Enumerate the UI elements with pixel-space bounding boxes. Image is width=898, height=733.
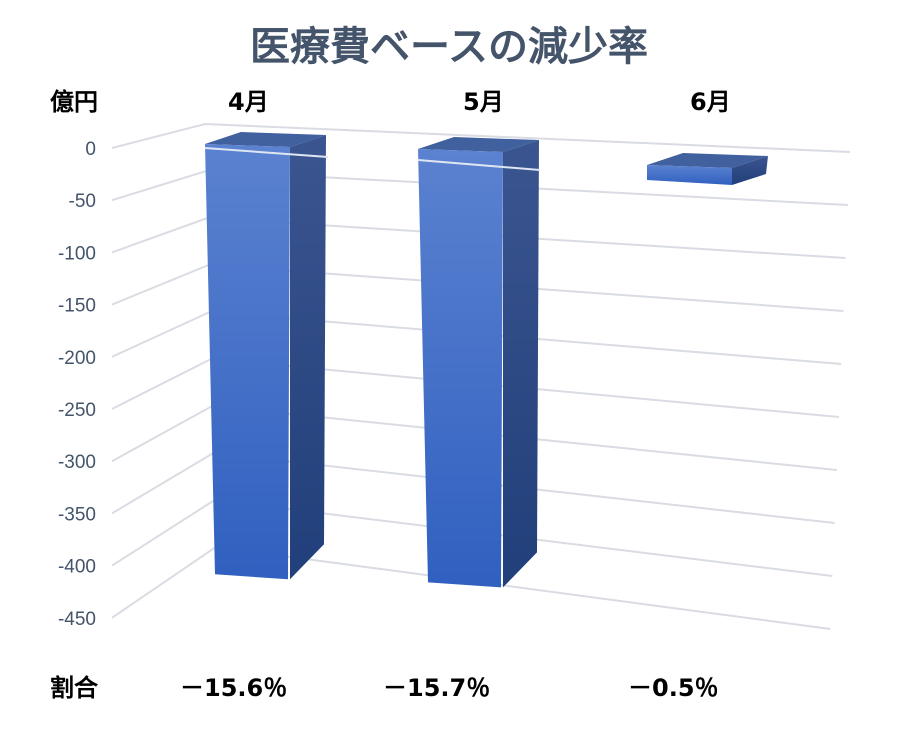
- ratio-label: 割合: [50, 674, 98, 702]
- bar-top-0: [205, 132, 326, 147]
- bar-top-2: [647, 153, 768, 168]
- y-tick-label: -50: [69, 191, 96, 212]
- bar-side-2: [732, 156, 768, 185]
- bar-2: [647, 165, 732, 185]
- ratio-value-0: －15.6％: [180, 674, 288, 702]
- y-tick-label: -200: [58, 348, 96, 369]
- category-label-0: 4月: [228, 88, 269, 116]
- y-tick-label: -400: [58, 557, 96, 578]
- bar-side-1: [503, 140, 539, 588]
- bar-top-1: [418, 137, 539, 152]
- y-tick-label: -450: [58, 609, 96, 630]
- y-tick-label: -150: [58, 296, 96, 317]
- category-label-2: 6月: [690, 88, 731, 116]
- ratio-value-1: －15.7％: [383, 674, 491, 702]
- bar-1: [418, 149, 503, 588]
- y-tick-label: -100: [58, 243, 96, 264]
- category-label-1: 5月: [463, 88, 504, 116]
- y-tick-label: -350: [58, 504, 96, 525]
- ratio-value-2: －0.5％: [628, 674, 719, 702]
- y-axis-unit: 億円: [50, 88, 98, 116]
- gridline: [111, 122, 851, 153]
- zero-line-front: [204, 147, 329, 158]
- zero-line-front: [417, 159, 541, 171]
- y-tick-label: -300: [58, 452, 96, 473]
- chart-title: 医療費ベースの減少率: [250, 24, 648, 70]
- bar-side-0: [290, 135, 326, 580]
- y-tick-label: 0: [85, 139, 96, 160]
- y-tick-label: -250: [58, 400, 96, 421]
- bar-0: [205, 144, 290, 580]
